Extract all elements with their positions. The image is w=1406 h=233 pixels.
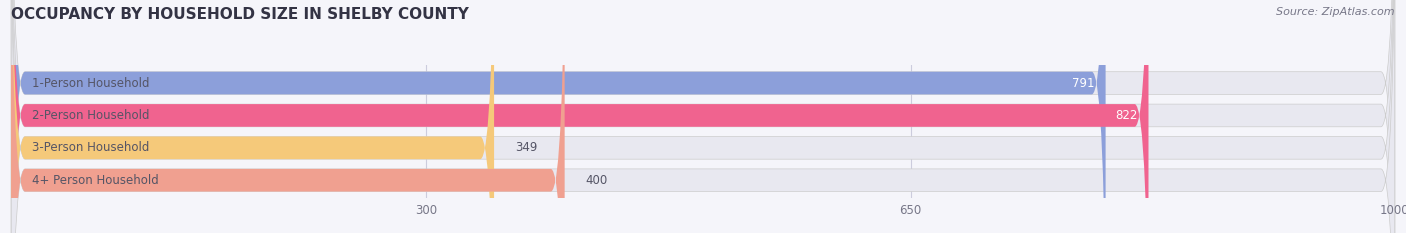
FancyBboxPatch shape xyxy=(11,0,494,233)
Text: 4+ Person Household: 4+ Person Household xyxy=(32,174,159,187)
FancyBboxPatch shape xyxy=(11,0,1105,233)
FancyBboxPatch shape xyxy=(11,0,1395,233)
Text: 2-Person Household: 2-Person Household xyxy=(32,109,149,122)
Text: Source: ZipAtlas.com: Source: ZipAtlas.com xyxy=(1277,7,1395,17)
Text: OCCUPANCY BY HOUSEHOLD SIZE IN SHELBY COUNTY: OCCUPANCY BY HOUSEHOLD SIZE IN SHELBY CO… xyxy=(11,7,470,22)
Text: 791: 791 xyxy=(1071,77,1094,89)
FancyBboxPatch shape xyxy=(11,0,1395,233)
FancyBboxPatch shape xyxy=(11,0,1395,233)
Text: 822: 822 xyxy=(1115,109,1137,122)
Text: 400: 400 xyxy=(585,174,607,187)
Text: 349: 349 xyxy=(515,141,537,154)
FancyBboxPatch shape xyxy=(11,0,1395,233)
FancyBboxPatch shape xyxy=(11,0,565,233)
Text: 1-Person Household: 1-Person Household xyxy=(32,77,149,89)
FancyBboxPatch shape xyxy=(11,0,1149,233)
Text: 3-Person Household: 3-Person Household xyxy=(32,141,149,154)
